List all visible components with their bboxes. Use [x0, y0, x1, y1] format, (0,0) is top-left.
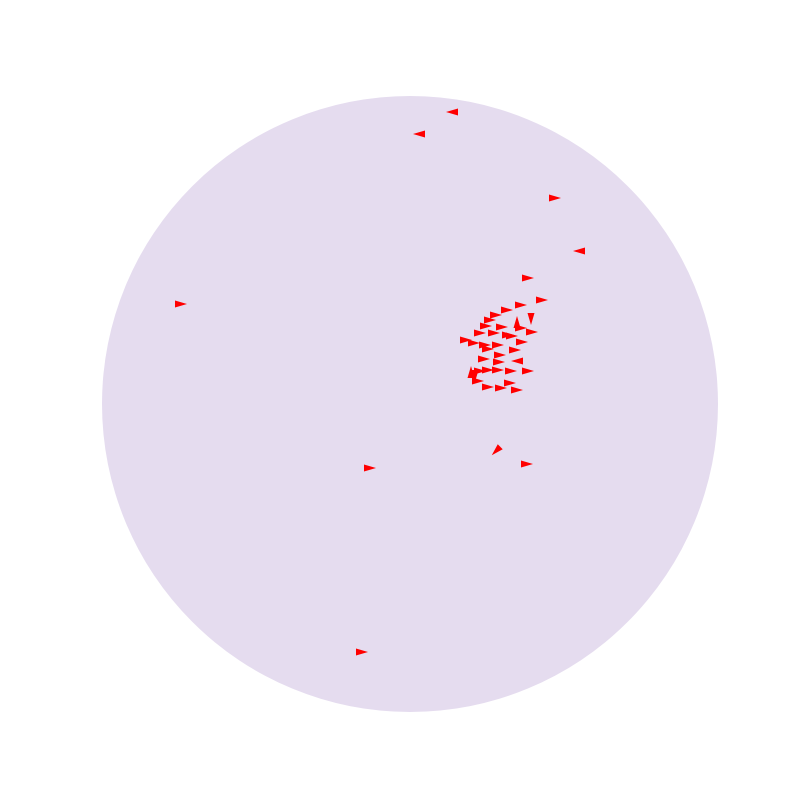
arrowhead-icon — [446, 108, 458, 116]
arrowhead-icon — [515, 301, 527, 309]
arrowhead-icon — [509, 346, 521, 354]
arrowhead-icon — [504, 379, 516, 387]
arrowhead-icon — [522, 367, 534, 375]
arena-boundary — [102, 96, 718, 712]
arrowhead-icon — [501, 306, 513, 314]
arrowhead-icon — [515, 324, 527, 332]
arrowhead-icon — [492, 341, 504, 349]
arrowhead-icon — [471, 370, 479, 382]
arrowhead-icon — [474, 329, 486, 337]
arrowhead-icon — [536, 296, 548, 304]
arrowhead-icon — [488, 329, 500, 337]
arrowhead-icon — [484, 316, 496, 324]
arrowhead-icon — [493, 358, 505, 366]
arrowhead-icon — [511, 357, 523, 365]
arrowhead-icon — [490, 311, 502, 319]
arrowhead-icon — [413, 130, 425, 138]
arrowhead-icon — [527, 313, 535, 325]
arrowhead-icon — [511, 386, 523, 394]
arrowhead-icon — [468, 339, 480, 347]
arrowhead-icon — [522, 274, 534, 282]
arrowhead-icon — [505, 367, 517, 375]
arrowhead-icon — [356, 648, 368, 656]
arrowhead-icon — [478, 355, 490, 363]
arrowhead-icon — [480, 322, 492, 330]
agents-layer — [175, 108, 585, 656]
arrowhead-icon — [364, 464, 376, 472]
arrowhead-icon — [482, 366, 494, 374]
arrowhead-icon — [526, 328, 538, 336]
arrowhead-icon — [482, 345, 494, 353]
arrowhead-icon — [482, 383, 494, 391]
arrowhead-icon — [460, 336, 472, 344]
arrowhead-icon — [496, 323, 508, 331]
arrowhead-icon — [521, 460, 533, 468]
arrowhead-icon — [549, 194, 561, 202]
arrowhead-icon — [495, 384, 507, 392]
arrowhead-icon — [492, 366, 504, 374]
arrowhead-icon — [516, 338, 528, 346]
arrowhead-icon — [494, 351, 506, 359]
arrowhead-icon — [573, 247, 585, 255]
arrowhead-icon — [467, 366, 475, 378]
arrowhead-icon — [506, 332, 518, 340]
arrowhead-icon — [491, 444, 503, 456]
arrowhead-icon — [175, 300, 187, 308]
